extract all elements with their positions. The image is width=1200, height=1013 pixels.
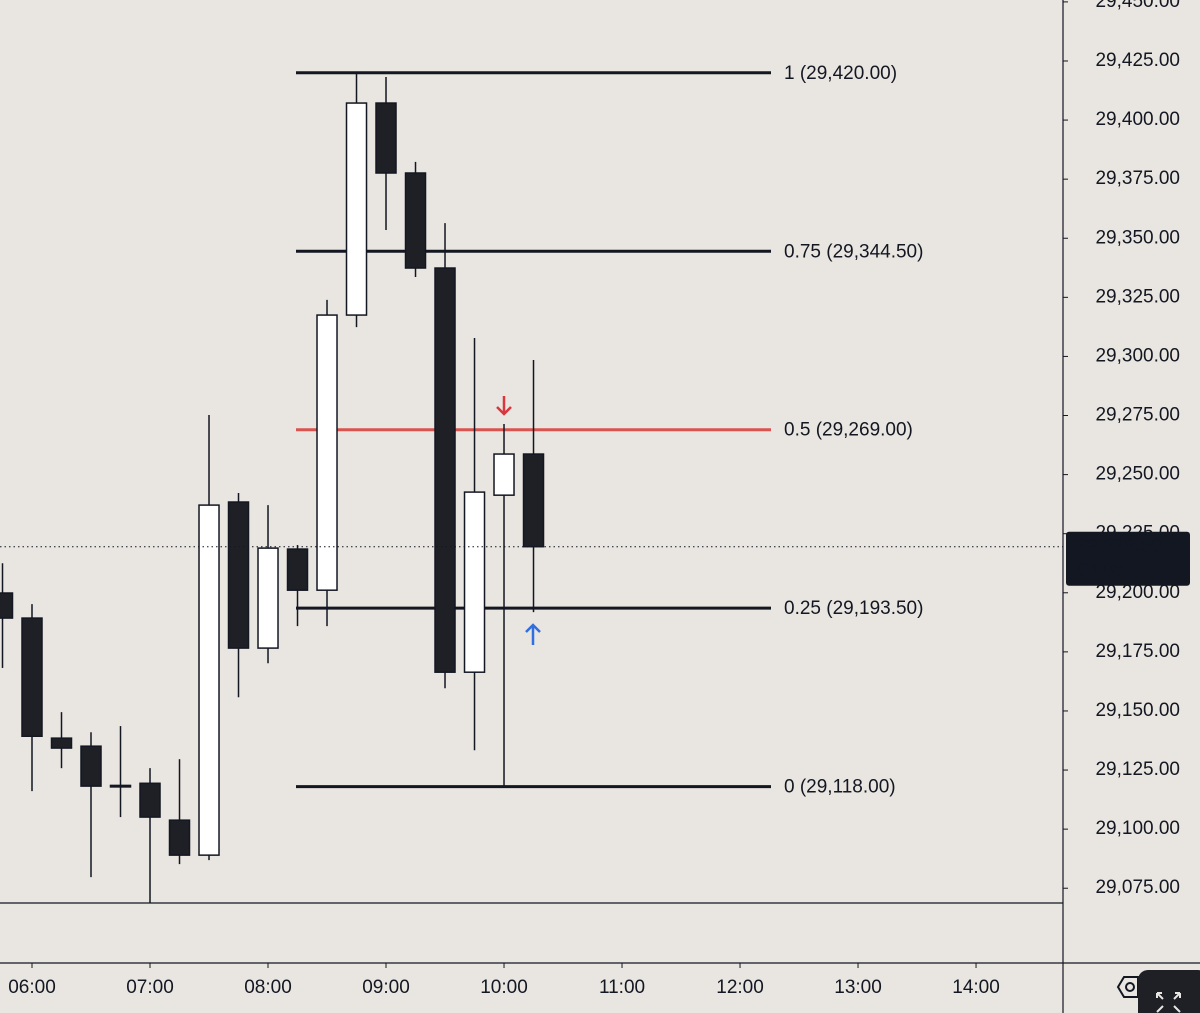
fib-level-label: 0 (29,118.00) bbox=[784, 777, 896, 798]
x-tick-label: 07:00 bbox=[126, 977, 174, 998]
candle-body bbox=[227, 501, 250, 649]
x-tick-label: 10:00 bbox=[480, 977, 528, 998]
up-arrow bbox=[525, 623, 541, 645]
x-tick-label: 08:00 bbox=[244, 977, 292, 998]
plot-area: 1 (29,420.00) 0.75 (29,344.50) 0.5 (29,269… bbox=[0, 63, 1063, 904]
candle-body bbox=[0, 592, 14, 619]
y-tick-label: 29,425.00 bbox=[1095, 50, 1180, 71]
fib-level-label: 0.75 (29,344.50) bbox=[784, 241, 923, 262]
fib-level-label: 0.25 (29,193.50) bbox=[784, 598, 923, 619]
y-tick-label: 29,150.00 bbox=[1095, 700, 1180, 721]
y-tick-label: 29,125.00 bbox=[1095, 759, 1180, 780]
fullscreen-icon bbox=[1156, 992, 1181, 1013]
y-tick-label: 29,100.00 bbox=[1095, 818, 1180, 839]
candle-body bbox=[21, 617, 43, 738]
candle-body bbox=[463, 491, 486, 673]
current-price-box bbox=[1066, 531, 1190, 586]
y-tick-label: 29,075.00 bbox=[1095, 877, 1180, 898]
candle-body bbox=[109, 784, 132, 788]
x-tick-label: 13:00 bbox=[834, 977, 882, 998]
x-tick-label: 09:00 bbox=[362, 977, 410, 998]
y-tick-label: 29,175.00 bbox=[1095, 641, 1180, 662]
fullscreen-button[interactable] bbox=[1138, 970, 1200, 1013]
candle-body bbox=[50, 737, 73, 749]
candle-body bbox=[316, 314, 338, 591]
candle-body bbox=[522, 453, 545, 548]
y-tick-label: 29,450.00 bbox=[1095, 0, 1180, 12]
y-tick-label: 29,325.00 bbox=[1095, 286, 1180, 307]
down-arrow bbox=[496, 396, 512, 416]
fib-level-label: 0.5 (29,269.00) bbox=[784, 420, 913, 441]
candle-body bbox=[434, 267, 456, 673]
fib-level-label: 1 (29,420.00) bbox=[784, 63, 897, 84]
candle-body bbox=[168, 819, 191, 856]
y-tick-label: 29,400.00 bbox=[1095, 109, 1180, 130]
x-tick-label: 12:00 bbox=[716, 977, 764, 998]
current-price-label: 29,219.50 bbox=[1077, 536, 1162, 557]
candle-body bbox=[139, 782, 161, 818]
candle-body bbox=[404, 172, 427, 269]
candle-body bbox=[345, 102, 368, 316]
y-tick-label: 29,250.00 bbox=[1095, 464, 1180, 485]
candle-body bbox=[198, 504, 220, 856]
settings-icon-dot bbox=[1125, 982, 1135, 992]
candle-body bbox=[375, 102, 397, 174]
y-tick-label: 29,300.00 bbox=[1095, 345, 1180, 366]
candle-body bbox=[286, 548, 309, 591]
x-tick-label: 06:00 bbox=[8, 977, 56, 998]
y-tick-label: 29,350.00 bbox=[1095, 227, 1180, 248]
countdown-label: 04:08 bbox=[1077, 560, 1125, 581]
y-tick-label: 29,200.00 bbox=[1095, 582, 1180, 603]
x-tick-label: 11:00 bbox=[599, 977, 645, 998]
y-tick-label: 29,275.00 bbox=[1095, 405, 1180, 426]
candle-body bbox=[80, 745, 102, 787]
x-tick-label: 14:00 bbox=[952, 977, 1000, 998]
candle-body bbox=[257, 547, 279, 649]
candle-body bbox=[493, 453, 515, 496]
y-tick-label: 29,375.00 bbox=[1095, 168, 1180, 189]
